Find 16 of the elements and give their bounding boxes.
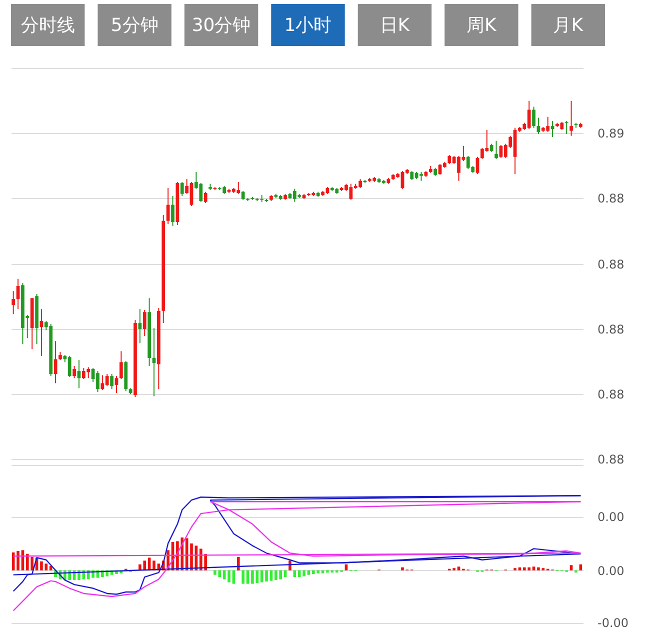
y-tick-label: 0.00 xyxy=(598,510,624,524)
y-tick-label: 0.89 xyxy=(598,126,624,140)
category-label: 30分钟 xyxy=(192,15,251,36)
category-label: 1小时 xyxy=(284,15,332,36)
category-label: 月K xyxy=(553,15,584,36)
category-label: 日K xyxy=(380,15,411,36)
category-label: 分时线 xyxy=(20,15,75,36)
y-tick-label: -0.00 xyxy=(598,616,629,630)
category-label: 周K xyxy=(466,15,498,36)
y-tick-label: 0.00 xyxy=(598,564,624,578)
y-tick-label: 0.88 xyxy=(598,388,624,402)
category-label: 5分钟 xyxy=(110,15,158,36)
y-tick-label: 0.88 xyxy=(598,322,624,336)
y-tick-label: 0.88 xyxy=(598,192,624,206)
y-tick-label: 0.88 xyxy=(598,258,624,272)
y-tick-label: 0.88 xyxy=(598,452,624,466)
